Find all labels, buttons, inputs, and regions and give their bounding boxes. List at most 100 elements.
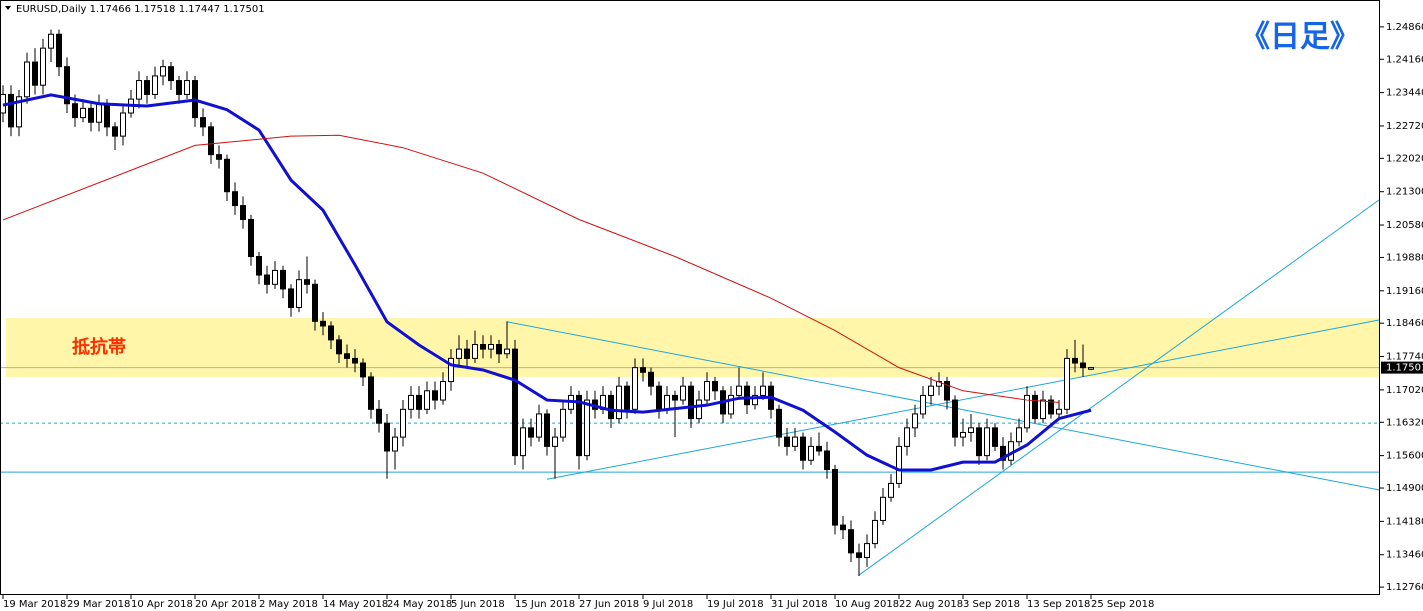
candle-body xyxy=(824,450,830,471)
candle-body xyxy=(472,343,478,359)
candle-body xyxy=(328,325,334,341)
x-tick-label: 10 Aug 2018 xyxy=(835,599,899,610)
candle-body xyxy=(248,218,254,258)
candle-body xyxy=(736,385,742,396)
candle-body xyxy=(152,75,158,95)
x-tick-label: 14 May 2018 xyxy=(323,599,388,610)
candle-body xyxy=(376,408,382,424)
candle-body xyxy=(296,279,302,308)
candle-body xyxy=(504,348,510,355)
y-tick-label: 1.13460 xyxy=(1386,550,1423,561)
y-tick-label: 1.21300 xyxy=(1386,187,1423,198)
candle-body xyxy=(544,413,550,447)
x-tick-label: 20 Apr 2018 xyxy=(195,599,257,610)
candle-body xyxy=(184,80,190,95)
y-tick-label: 1.23440 xyxy=(1386,88,1423,99)
candle-body xyxy=(112,126,118,137)
y-tick-label: 1.14900 xyxy=(1386,483,1423,494)
candle-body xyxy=(120,112,126,137)
candle-body xyxy=(904,427,910,447)
candle-body xyxy=(576,394,582,457)
candle-body xyxy=(64,66,70,105)
y-tick-label: 1.14180 xyxy=(1386,516,1423,527)
candle-body xyxy=(584,399,590,457)
candle-body xyxy=(784,436,790,447)
candle-body xyxy=(992,427,998,447)
candle-body xyxy=(968,427,974,433)
candle-body xyxy=(392,436,398,452)
candle-body xyxy=(1040,399,1046,420)
close: 1.17501 xyxy=(223,4,264,15)
candle-body xyxy=(656,385,662,410)
candle-body xyxy=(864,543,870,558)
candle-body xyxy=(72,103,78,119)
candle-body xyxy=(672,394,678,401)
candle-body xyxy=(344,353,350,359)
x-tick-label: 5 Jun 2018 xyxy=(451,599,505,610)
y-tick-label: 1.24160 xyxy=(1386,54,1423,65)
candle-body xyxy=(664,394,670,410)
candle-body xyxy=(424,390,430,410)
candle-body xyxy=(744,385,750,406)
candle-body xyxy=(456,348,462,359)
candle-body xyxy=(272,269,278,285)
candle-body xyxy=(144,80,150,95)
candle-body xyxy=(480,343,486,350)
moving-average xyxy=(2,134,1060,403)
candle-body xyxy=(408,394,414,410)
candle-body xyxy=(440,381,446,401)
candle-body xyxy=(752,394,758,406)
x-tick-label: 24 May 2018 xyxy=(387,599,452,610)
plot-area xyxy=(0,29,1380,577)
candle-body xyxy=(928,385,934,396)
candle-body xyxy=(680,385,686,401)
candle-body xyxy=(288,288,294,308)
candle-body xyxy=(760,385,766,396)
y-tick-label: 1.19160 xyxy=(1386,286,1423,297)
candle-body xyxy=(712,381,718,392)
candle-body xyxy=(264,274,270,285)
x-tick-label: 10 Apr 2018 xyxy=(131,599,193,610)
y-tick-label: 1.15600 xyxy=(1386,451,1423,462)
candle-body xyxy=(936,381,942,387)
y-tick-label: 1.16320 xyxy=(1386,417,1423,428)
x-tick-label: 9 Jul 2018 xyxy=(643,599,693,610)
candle-body xyxy=(384,422,390,452)
x-tick-label: 31 Jul 2018 xyxy=(771,599,828,610)
candle-body xyxy=(488,343,494,350)
candle-body xyxy=(56,33,62,68)
corner-label: 《日足》 xyxy=(1240,20,1360,55)
candle-body xyxy=(856,552,862,558)
candle-body xyxy=(1072,357,1078,364)
chart-title: EURUSD,Daily 1.17466 1.17518 1.17447 1.1… xyxy=(16,4,265,15)
candle-body xyxy=(1064,357,1070,410)
candle-body xyxy=(216,154,222,160)
candle-body xyxy=(400,408,406,438)
trendline xyxy=(546,319,1380,480)
candle-body xyxy=(944,381,950,401)
candle-body xyxy=(104,103,110,128)
candle-body xyxy=(160,66,166,77)
candle-body xyxy=(880,496,886,521)
candle-body xyxy=(616,385,622,420)
candle-body xyxy=(168,66,174,82)
candle-body xyxy=(200,117,206,128)
candle-body xyxy=(448,357,454,383)
candle-body xyxy=(336,339,342,355)
y-tick-label: 1.18460 xyxy=(1386,318,1423,329)
candle-body xyxy=(872,519,878,545)
candle-body xyxy=(984,427,990,457)
candle-body xyxy=(48,33,54,49)
candle-body xyxy=(552,436,558,447)
candle-body xyxy=(496,343,502,355)
candle-body xyxy=(304,279,310,285)
candle-body xyxy=(608,394,614,420)
high: 1.17518 xyxy=(134,4,175,15)
candle-body xyxy=(624,385,630,410)
symbol: EURUSD,Daily xyxy=(16,4,87,15)
candle-body xyxy=(536,413,542,438)
candle-body xyxy=(888,482,894,498)
candle-body xyxy=(80,107,86,119)
candle-body xyxy=(776,408,782,438)
y-tick-label: 1.22020 xyxy=(1386,153,1423,164)
